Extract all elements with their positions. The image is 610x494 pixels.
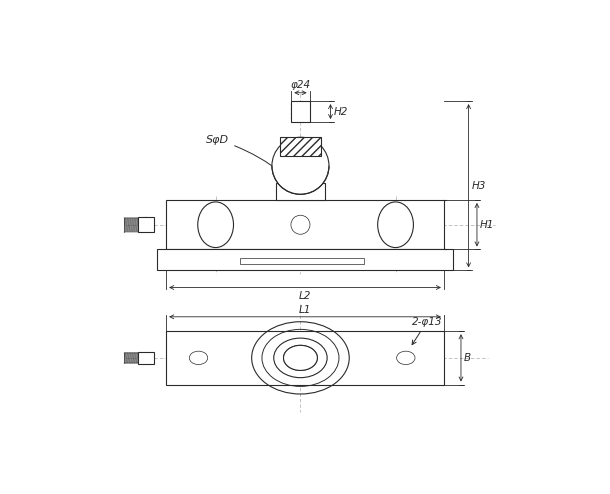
Bar (240, 257, 364, 264)
Bar (138, 352, 154, 364)
Ellipse shape (378, 202, 414, 247)
Ellipse shape (189, 351, 208, 365)
Text: φ24: φ24 (290, 81, 310, 90)
Circle shape (272, 137, 329, 194)
Bar (276, 183, 325, 200)
Bar (138, 217, 154, 232)
Ellipse shape (198, 202, 234, 247)
Bar (157, 249, 453, 270)
Text: H2: H2 (334, 107, 348, 117)
Bar (166, 200, 444, 249)
Ellipse shape (396, 351, 415, 365)
Text: SφD: SφD (206, 135, 281, 172)
Bar (166, 331, 444, 384)
Text: H1: H1 (480, 220, 494, 230)
Text: L2: L2 (299, 290, 311, 300)
Circle shape (291, 215, 310, 234)
Ellipse shape (284, 345, 317, 370)
Text: B: B (464, 353, 471, 363)
Bar (292, 101, 310, 122)
Text: H3: H3 (472, 181, 486, 191)
Bar (281, 137, 320, 156)
Text: L1: L1 (299, 304, 311, 315)
Text: 2-φ13: 2-φ13 (412, 317, 442, 345)
